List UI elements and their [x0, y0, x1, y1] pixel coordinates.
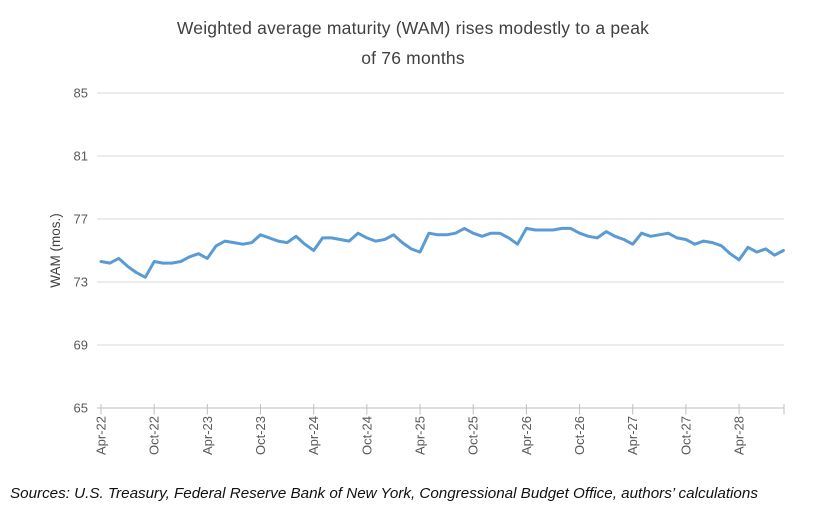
source-note: Sources: U.S. Treasury, Federal Reserve …: [10, 485, 758, 502]
x-tick-label: Oct-27: [678, 416, 693, 455]
y-tick-label: 77: [74, 212, 88, 227]
x-tick-label: Oct-26: [572, 416, 587, 455]
chart-title-line-2: of 76 months: [361, 48, 465, 68]
x-tick-label: Apr-27: [625, 416, 640, 455]
x-tick-label: Apr-22: [94, 416, 109, 455]
x-tick-label: Apr-24: [306, 416, 321, 455]
chart-title: Weighted average maturity (WAM) rises mo…: [0, 13, 826, 73]
x-tick-label: Oct-23: [253, 416, 268, 455]
x-tick-label: Apr-26: [519, 416, 534, 455]
x-axis: [100, 404, 785, 415]
wam-series: [99, 226, 785, 279]
x-tick-label: Oct-22: [147, 416, 162, 455]
y-tick-label: 73: [74, 275, 88, 290]
y-tick-label: 81: [74, 149, 88, 164]
y-axis-tick-labels: 65 69 73 77 81 85: [74, 86, 88, 416]
wam-line: [99, 226, 785, 279]
y-tick-label: 85: [74, 86, 88, 101]
x-tick-label: Apr-23: [200, 416, 215, 455]
x-tick-label: Apr-25: [413, 416, 428, 455]
gridlines: [97, 92, 784, 409]
y-tick-label: 69: [74, 338, 88, 353]
x-tick-label: Apr-28: [732, 416, 747, 455]
x-tick-label: Oct-24: [359, 416, 374, 455]
chart-title-line-1: Weighted average maturity (WAM) rises mo…: [176, 18, 650, 38]
x-axis-tick-labels: Apr-22 Oct-22 Apr-23 Oct-23 Apr-24 Oct-24 Apr-…: [94, 416, 747, 455]
y-axis-title: WAM (mos.): [48, 213, 63, 288]
x-tick-label: Oct-25: [466, 416, 481, 455]
y-tick-label: 65: [74, 401, 88, 416]
